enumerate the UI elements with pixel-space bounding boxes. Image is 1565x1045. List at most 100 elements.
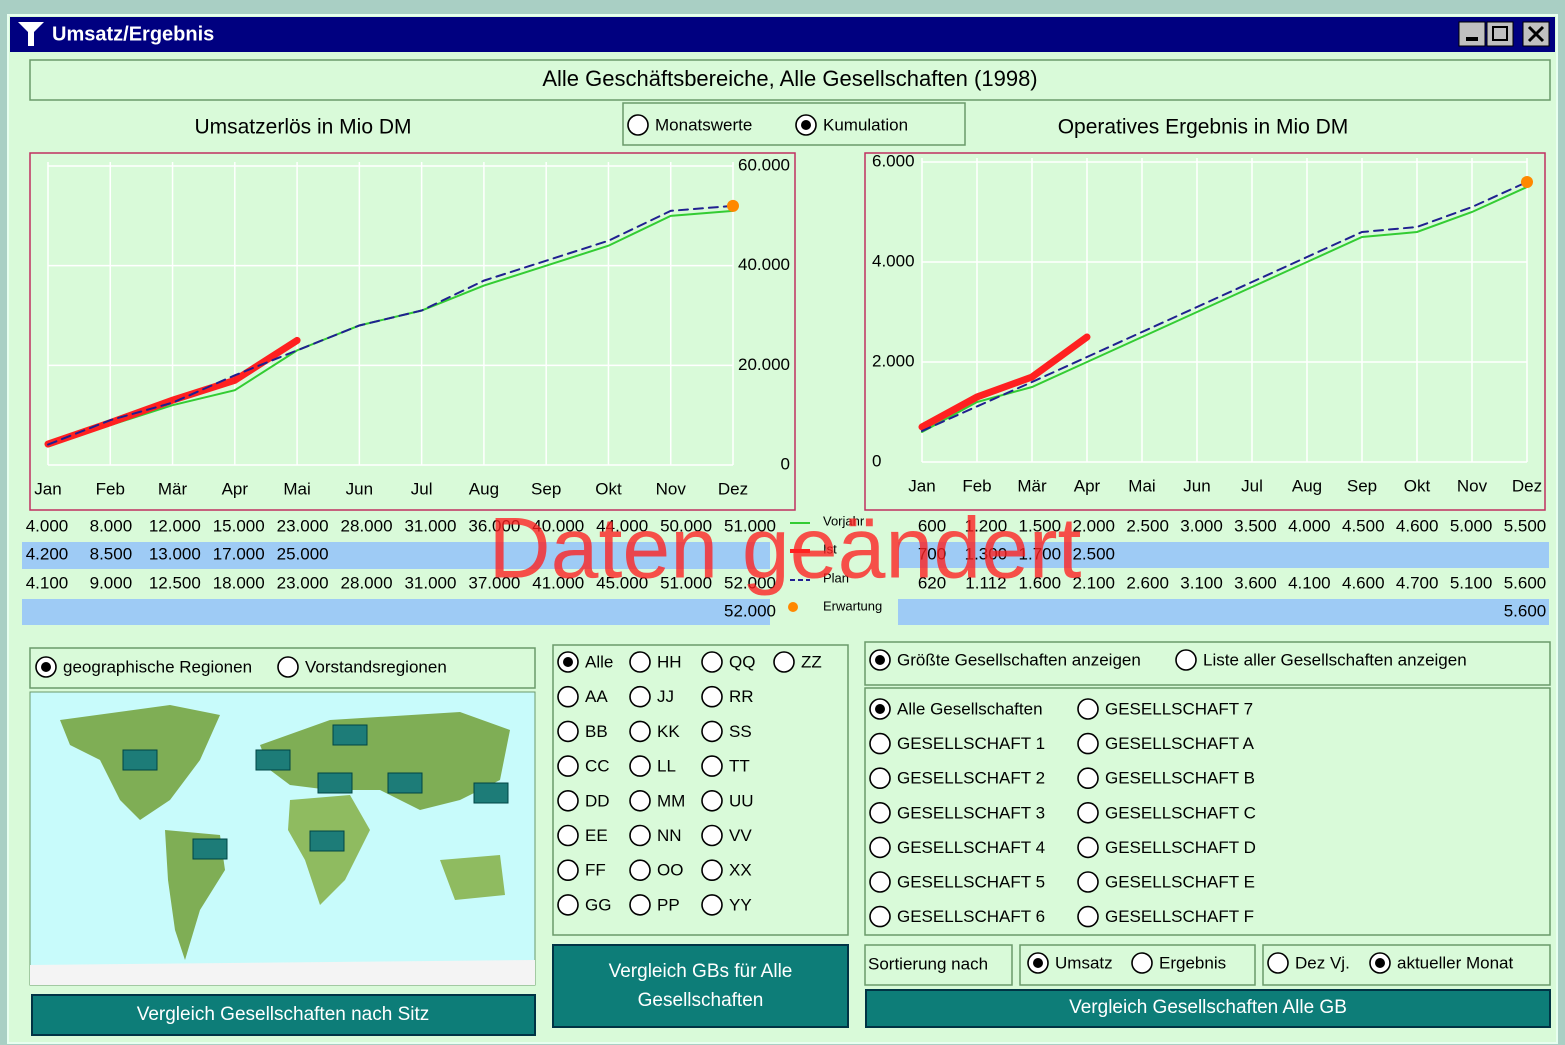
radio-label[interactable]: ZZ xyxy=(801,652,822,671)
radio-button[interactable] xyxy=(702,860,722,880)
radio-button[interactable] xyxy=(774,652,794,672)
radio-dot[interactable] xyxy=(875,704,885,714)
map-marker[interactable] xyxy=(474,783,508,803)
maximize-button[interactable] xyxy=(1487,22,1513,46)
radio-label[interactable]: RR xyxy=(729,687,754,706)
radio-label[interactable]: Größte Gesellschaften anzeigen xyxy=(897,650,1141,669)
map-button-label[interactable]: Vergleich Gesellschaften nach Sitz xyxy=(137,1004,430,1025)
radio-button[interactable] xyxy=(1078,803,1098,823)
radio-button[interactable] xyxy=(558,895,578,915)
radio-dot[interactable] xyxy=(875,655,885,665)
radio-dot[interactable] xyxy=(563,657,573,667)
radio-label[interactable]: DD xyxy=(585,791,610,810)
radio-dot[interactable] xyxy=(41,662,51,672)
radio-label[interactable]: Liste aller Gesellschaften anzeigen xyxy=(1203,650,1467,669)
radio-label[interactable]: GESELLSCHAFT E xyxy=(1105,872,1255,891)
radio-button[interactable] xyxy=(630,687,650,707)
radio-label[interactable]: GESELLSCHAFT A xyxy=(1105,734,1255,753)
map-marker[interactable] xyxy=(123,750,157,770)
radio-button[interactable] xyxy=(1078,699,1098,719)
radio-button[interactable] xyxy=(1132,953,1152,973)
map-marker[interactable] xyxy=(318,773,352,793)
radio-button[interactable] xyxy=(558,756,578,776)
radio-dot[interactable] xyxy=(1033,958,1043,968)
radio-label[interactable]: GG xyxy=(585,895,611,914)
radio-label[interactable]: XX xyxy=(729,861,752,880)
radio-label[interactable]: NN xyxy=(657,826,682,845)
radio-label[interactable]: YY xyxy=(729,895,752,914)
radio-button[interactable] xyxy=(1176,650,1196,670)
radio-label[interactable]: LL xyxy=(657,757,676,776)
radio-label[interactable]: HH xyxy=(657,652,682,671)
radio-button[interactable] xyxy=(1268,953,1288,973)
radio-button[interactable] xyxy=(1078,872,1098,892)
radio-label[interactable]: JJ xyxy=(657,687,674,706)
radio-button[interactable] xyxy=(558,826,578,846)
radio-label[interactable]: GESELLSCHAFT 4 xyxy=(897,838,1045,857)
map-marker[interactable] xyxy=(193,839,227,859)
radio-label[interactable]: Vorstandsregionen xyxy=(305,657,447,676)
radio-label[interactable]: GESELLSCHAFT 7 xyxy=(1105,699,1253,718)
radio-label[interactable]: Ergebnis xyxy=(1159,953,1226,972)
radio-label[interactable]: CC xyxy=(585,757,610,776)
map-marker[interactable] xyxy=(256,750,290,770)
radio-label[interactable]: FF xyxy=(585,861,606,880)
radio-label[interactable]: geographische Regionen xyxy=(63,657,252,676)
radio-button[interactable] xyxy=(558,687,578,707)
radio-dot[interactable] xyxy=(801,120,811,130)
radio-button[interactable] xyxy=(558,721,578,741)
radio-label[interactable]: GESELLSCHAFT 6 xyxy=(897,907,1045,926)
radio-button[interactable] xyxy=(1078,768,1098,788)
radio-button[interactable] xyxy=(630,895,650,915)
radio-button[interactable] xyxy=(630,860,650,880)
radio-button[interactable] xyxy=(870,734,890,754)
radio-label[interactable]: SS xyxy=(729,722,752,741)
radio-label[interactable]: GESELLSCHAFT C xyxy=(1105,803,1256,822)
radio-button[interactable] xyxy=(870,768,890,788)
radio-label[interactable]: Kumulation xyxy=(823,115,908,134)
radio-label[interactable]: GESELLSCHAFT D xyxy=(1105,838,1256,857)
radio-button[interactable] xyxy=(702,687,722,707)
radio-button[interactable] xyxy=(628,115,648,135)
radio-button[interactable] xyxy=(702,652,722,672)
radio-button[interactable] xyxy=(1078,734,1098,754)
radio-button[interactable] xyxy=(870,837,890,857)
radio-button[interactable] xyxy=(702,826,722,846)
radio-label[interactable]: Monatswerte xyxy=(655,115,752,134)
radio-label[interactable]: Alle xyxy=(585,652,613,671)
map-marker[interactable] xyxy=(310,831,344,851)
radio-label[interactable]: MM xyxy=(657,791,685,810)
radio-label[interactable]: GESELLSCHAFT 1 xyxy=(897,734,1045,753)
radio-label[interactable]: Umsatz xyxy=(1055,953,1113,972)
radio-button[interactable] xyxy=(278,657,298,677)
radio-label[interactable]: GESELLSCHAFT F xyxy=(1105,907,1254,926)
radio-dot[interactable] xyxy=(1375,958,1385,968)
radio-button[interactable] xyxy=(702,756,722,776)
map-marker[interactable] xyxy=(333,725,367,745)
gb-button-label[interactable]: Vergleich GBs für Alle Gesellschaften xyxy=(565,957,836,1015)
radio-button[interactable] xyxy=(558,791,578,811)
radio-button[interactable] xyxy=(702,895,722,915)
radio-button[interactable] xyxy=(630,826,650,846)
radio-button[interactable] xyxy=(630,721,650,741)
radio-button[interactable] xyxy=(870,907,890,927)
radio-label[interactable]: EE xyxy=(585,826,608,845)
radio-label[interactable]: GESELLSCHAFT 2 xyxy=(897,769,1045,788)
radio-button[interactable] xyxy=(870,803,890,823)
radio-label[interactable]: aktueller Monat xyxy=(1397,953,1514,972)
minimize-button[interactable] xyxy=(1459,22,1485,46)
radio-button[interactable] xyxy=(702,791,722,811)
window-controls[interactable] xyxy=(1459,22,1549,46)
radio-label[interactable]: VV xyxy=(729,826,752,845)
radio-label[interactable]: Alle Gesellschaften xyxy=(897,699,1043,718)
radio-button[interactable] xyxy=(558,860,578,880)
radio-label[interactable]: GESELLSCHAFT B xyxy=(1105,769,1255,788)
company-button-label[interactable]: Vergleich Gesellschaften Alle GB xyxy=(1069,997,1347,1018)
radio-label[interactable]: GESELLSCHAFT 5 xyxy=(897,872,1045,891)
radio-label[interactable]: BB xyxy=(585,722,608,741)
radio-label[interactable]: GESELLSCHAFT 3 xyxy=(897,803,1045,822)
radio-label[interactable]: KK xyxy=(657,722,680,741)
radio-label[interactable]: QQ xyxy=(729,652,755,671)
radio-label[interactable]: UU xyxy=(729,791,754,810)
radio-button[interactable] xyxy=(630,756,650,776)
